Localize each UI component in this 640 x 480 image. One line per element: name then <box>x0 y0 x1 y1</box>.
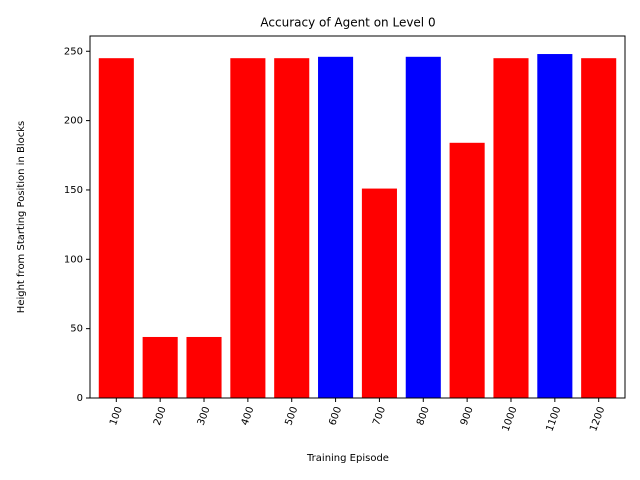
y-tick-label: 200 <box>64 116 83 127</box>
bar <box>581 58 617 399</box>
y-tick-label: 0 <box>77 393 83 404</box>
bar <box>537 54 573 399</box>
bar <box>274 58 310 399</box>
bar <box>405 56 441 398</box>
chart-title: Accuracy of Agent on Level 0 <box>260 16 435 30</box>
x-axis-label: Training Episode <box>306 453 389 464</box>
plot-frame <box>89 35 626 399</box>
bar <box>98 58 134 399</box>
bar <box>361 188 397 398</box>
bar <box>493 58 529 399</box>
y-tick-label: 250 <box>64 46 83 57</box>
bar <box>449 142 485 398</box>
bar <box>318 56 354 398</box>
y-tick-label: 100 <box>64 254 83 265</box>
y-tick-label: 150 <box>64 185 83 196</box>
bar <box>142 336 178 398</box>
y-tick-label: 50 <box>70 324 83 335</box>
y-axis-label: Height from Starting Position in Blocks <box>16 121 27 313</box>
bar <box>230 58 266 399</box>
bar <box>186 336 222 398</box>
